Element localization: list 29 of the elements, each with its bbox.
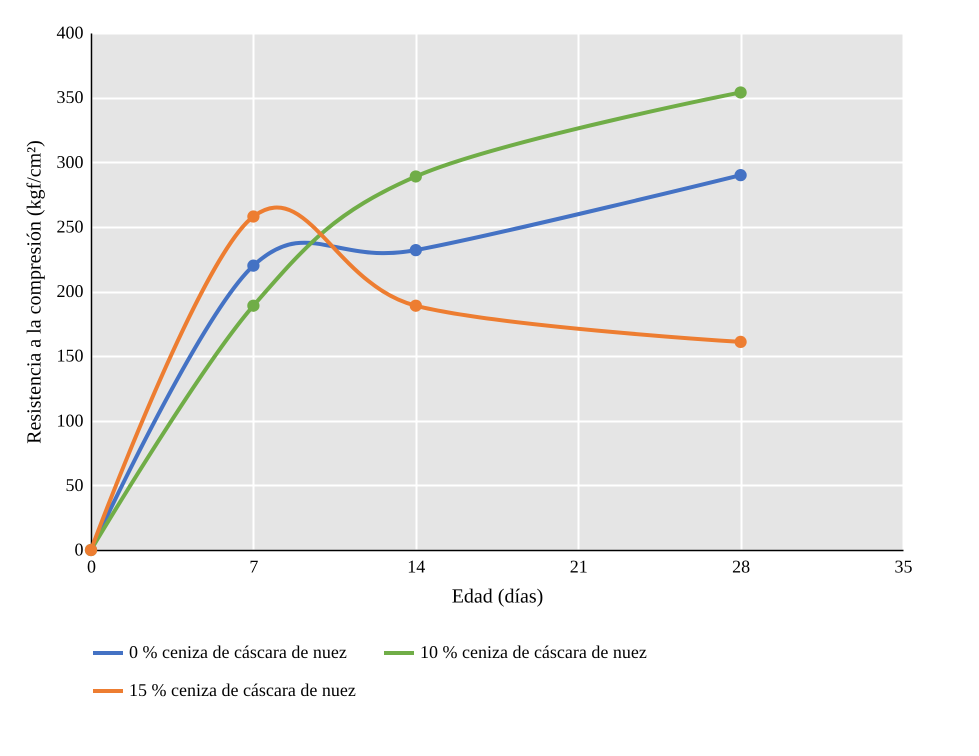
y-tick-label: 200 (56, 281, 84, 301)
point (734, 336, 747, 348)
y-tick-label: 300 (56, 152, 84, 172)
x-tick-label: 7 (249, 556, 258, 576)
x-tick-label: 35 (894, 556, 912, 576)
x-axis-title: Edad (días) (452, 586, 544, 608)
point (247, 260, 260, 272)
legend-label: 0 % ceniza de cáscara de nuez (129, 642, 347, 662)
x-tick-label: 14 (407, 556, 426, 576)
y-tick-label: 50 (66, 474, 84, 495)
y-tick-label: 400 (56, 22, 84, 42)
point (734, 86, 747, 99)
point (247, 210, 260, 223)
point (410, 244, 422, 256)
y-tick-label: 250 (56, 216, 84, 236)
y-tick-label: 0 (74, 540, 84, 560)
point (410, 170, 422, 183)
point (247, 300, 260, 312)
x-tick-label: 0 (87, 556, 96, 576)
y-tick-label: 350 (56, 87, 84, 108)
y-tick-label: 100 (56, 410, 84, 430)
point (734, 169, 747, 182)
point (410, 300, 422, 312)
x-tick-label: 21 (570, 556, 588, 576)
x-tick-label: 28 (732, 556, 750, 576)
legend-label: 10 % ceniza de cáscara de nuez (420, 642, 647, 662)
legend-label: 15 % ceniza de cáscara de nuez (129, 680, 356, 700)
y-axis-title: Resistencia a la compresión (kgf/cm²) (24, 140, 46, 444)
y-tick-label: 150 (56, 346, 84, 366)
